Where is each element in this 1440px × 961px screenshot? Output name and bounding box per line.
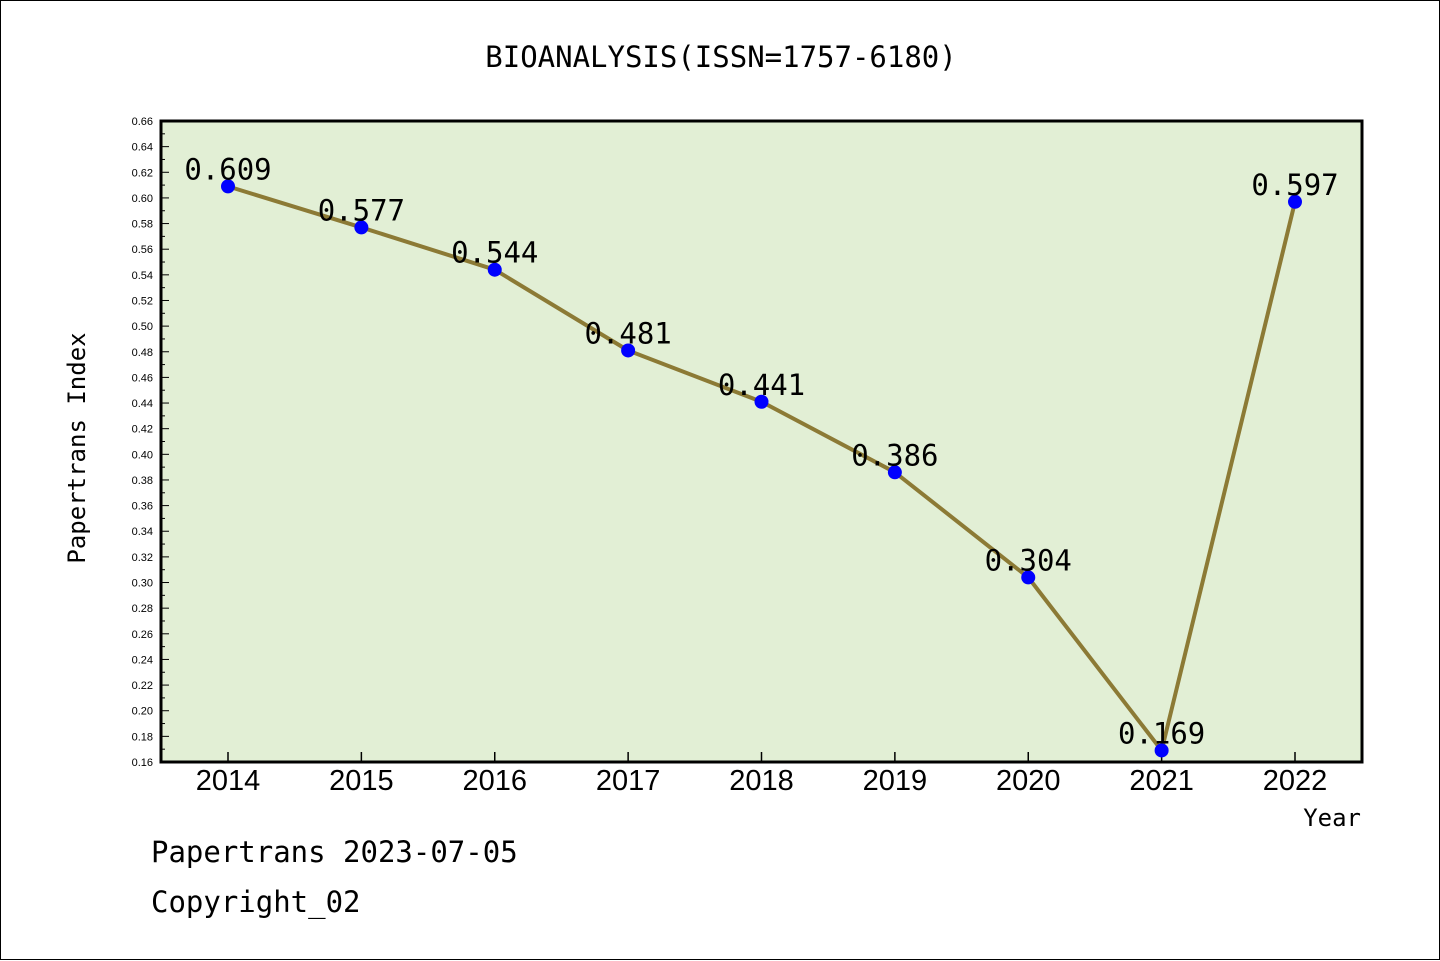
data-point-label: 0.597	[1251, 168, 1338, 202]
y-tick-label: 0.38	[132, 475, 153, 487]
data-point-marker	[1021, 570, 1036, 585]
y-tick-label: 0.66	[132, 116, 153, 128]
y-tick-label: 0.54	[132, 270, 153, 282]
y-tick-label: 0.64	[132, 142, 153, 154]
data-labels: 0.609 0.577 0.544 0.481 0.441 0.386 0.304 0.169…	[184, 152, 1338, 750]
footer-copyright-text: Copyright_02	[151, 885, 361, 919]
data-point-label: 0.609	[184, 152, 271, 186]
y-axis: 0.16 0.18 0.20 0.22 0.24 0.26 0.28 0.30 0.32 0.34…	[132, 116, 169, 769]
y-tick-label: 0.40	[132, 449, 153, 461]
y-tick-label: 0.42	[132, 424, 153, 436]
data-point-label: 0.544	[451, 236, 538, 270]
y-tick-label: 0.32	[132, 552, 153, 564]
y-tick-label: 0.60	[132, 193, 153, 205]
data-point-marker	[754, 394, 769, 409]
x-tick-label: 2015	[329, 765, 394, 797]
y-tick-label: 0.36	[132, 501, 153, 513]
footer-date-text: Papertrans 2023-07-05	[151, 835, 518, 869]
data-point-label: 0.441	[718, 368, 805, 402]
y-tick-label: 0.16	[132, 757, 153, 769]
y-tick-label: 0.46	[132, 372, 153, 384]
data-point-label: 0.386	[851, 438, 938, 472]
y-tick-label: 0.56	[132, 244, 153, 256]
y-axis-label: Papertrans Index	[63, 332, 91, 563]
y-tick-label: 0.50	[132, 321, 153, 333]
y-tick-label: 0.28	[132, 603, 153, 615]
y-tick-label: 0.22	[132, 680, 153, 692]
x-tick-label: 2022	[1263, 765, 1328, 797]
data-point-marker	[1154, 743, 1169, 758]
y-tick-label: 0.48	[132, 347, 153, 359]
data-point-marker	[354, 220, 369, 235]
x-axis: 2014 2015 2016 2017 2018 2019 2020 2021 2022	[196, 752, 1328, 797]
chart-title: BIOANALYSIS(ISSN=1757-6180)	[485, 40, 956, 74]
y-tick-label: 0.24	[132, 654, 153, 666]
y-tick-label: 0.18	[132, 731, 153, 743]
x-tick-label: 2014	[196, 765, 261, 797]
y-tick-label: 0.58	[132, 219, 153, 231]
y-tick-label: 0.26	[132, 629, 153, 641]
data-point-marker	[887, 465, 902, 480]
data-point-marker	[487, 262, 502, 277]
y-tick-label: 0.44	[132, 398, 153, 410]
x-tick-label: 2020	[996, 765, 1061, 797]
x-tick-label: 2021	[1129, 765, 1194, 797]
y-tick-label: 0.52	[132, 295, 153, 307]
x-tick-label: 2018	[729, 765, 794, 797]
data-point-marker	[621, 343, 636, 358]
data-point-label: 0.481	[584, 316, 671, 350]
data-point-marker	[221, 179, 235, 194]
y-tick-label: 0.20	[132, 706, 153, 718]
data-point-label: 0.304	[985, 543, 1072, 577]
x-axis-label: Year	[1303, 804, 1361, 832]
data-point-marker	[1288, 194, 1302, 209]
x-tick-label: 2019	[863, 765, 928, 797]
x-tick-label: 2017	[596, 765, 661, 797]
series-line	[221, 179, 1302, 758]
data-point-label: 0.169	[1118, 716, 1205, 750]
y-tick-label: 0.34	[132, 526, 153, 538]
x-tick-label: 2016	[462, 765, 527, 797]
y-tick-label: 0.62	[132, 167, 153, 179]
data-point-label: 0.577	[318, 193, 405, 227]
y-tick-label: 0.30	[132, 578, 153, 590]
